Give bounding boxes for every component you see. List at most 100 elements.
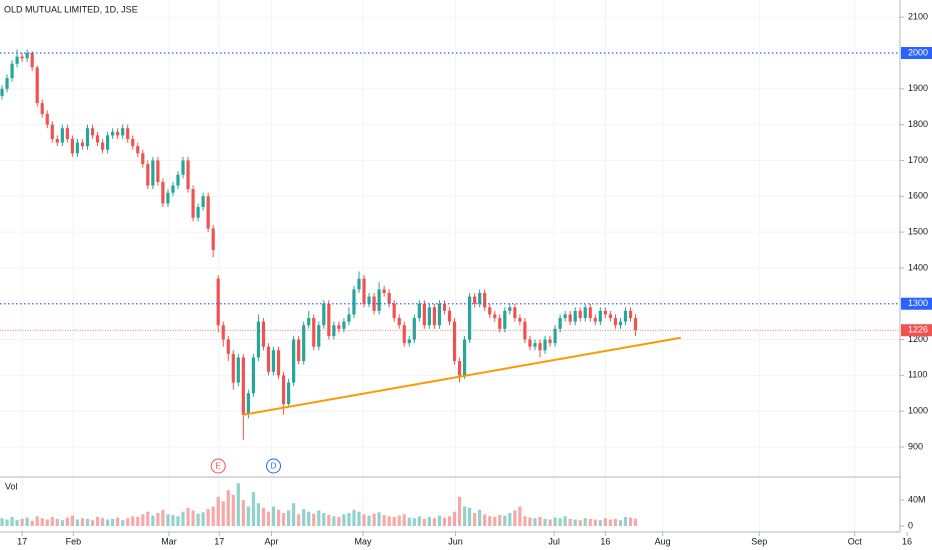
candle-body	[105, 135, 110, 150]
volume-bar	[50, 516, 54, 526]
candle-body	[146, 164, 150, 186]
volume-bar	[302, 509, 306, 526]
candle-body	[583, 307, 587, 319]
event-marker	[210, 458, 226, 474]
candle-body	[558, 318, 562, 329]
volume-bar	[141, 514, 145, 526]
volume-bar	[568, 518, 572, 526]
candle-body	[226, 339, 230, 354]
trendline	[243, 336, 681, 416]
candle-body	[322, 303, 326, 326]
volume-bar	[452, 511, 457, 526]
candle-body	[573, 310, 577, 322]
candle-body	[30, 53, 34, 68]
candle-body	[337, 325, 341, 329]
candle-body	[362, 278, 366, 304]
y-tick-label: 2100	[908, 12, 928, 22]
volume-bar	[543, 518, 547, 526]
volume-bar	[307, 511, 311, 526]
candle-body	[568, 314, 572, 322]
volume-bar	[171, 514, 175, 526]
volume-bar	[176, 516, 180, 526]
volume-bar	[186, 507, 190, 526]
volume-bar	[297, 514, 301, 526]
volume-bar	[432, 518, 437, 526]
candle-body	[498, 318, 502, 329]
volume-bar	[105, 519, 110, 526]
candle-body	[488, 307, 492, 315]
volume-bar	[598, 520, 602, 526]
candle-body	[483, 292, 487, 308]
volume-bar	[10, 516, 14, 526]
volume-bar	[322, 513, 326, 526]
candle-body	[553, 328, 557, 344]
volume-bar	[473, 513, 477, 526]
candle-body	[387, 292, 391, 304]
candle-body	[116, 131, 120, 136]
candle-body	[45, 113, 49, 125]
volume-bar	[45, 519, 49, 526]
candle-body	[372, 296, 376, 311]
x-tick-label: Sep	[751, 536, 767, 546]
level-label-box	[901, 47, 932, 60]
level-label-box	[901, 297, 932, 310]
candle-body	[191, 189, 195, 218]
volume-bar	[100, 518, 105, 526]
volume-bar	[593, 519, 597, 526]
candle-body	[151, 160, 155, 186]
candle-body	[347, 314, 351, 322]
candle-body	[342, 321, 346, 329]
volume-bar	[563, 516, 567, 526]
candle-body	[468, 296, 472, 340]
candle-body	[588, 307, 592, 319]
candle-body	[332, 325, 336, 336]
candle-body	[85, 128, 90, 147]
candle-body	[231, 353, 235, 383]
candle-body	[352, 289, 356, 315]
volume-bar	[468, 507, 472, 526]
candle-body	[327, 303, 331, 336]
candle-body	[0, 88, 4, 96]
candle-body	[427, 307, 431, 326]
candle-body	[75, 142, 80, 154]
volume-bar	[498, 514, 502, 526]
candle-body	[241, 357, 245, 415]
candle-body	[518, 318, 522, 322]
event-label: E	[216, 462, 221, 471]
y-tick-label: 1500	[908, 226, 928, 236]
volume-bar	[90, 520, 95, 526]
y-tick-label: 1600	[908, 191, 928, 201]
volume-bar	[457, 496, 462, 526]
candle-body	[156, 160, 160, 182]
candle-body	[407, 339, 411, 344]
y-tick-label: 1700	[908, 155, 928, 165]
volume-bar	[382, 514, 386, 526]
candle-body	[447, 310, 452, 322]
volume-bar	[276, 509, 281, 526]
volume-bar	[523, 516, 527, 526]
candle-body	[246, 393, 250, 415]
volume-bar	[292, 503, 296, 526]
volume-bar	[392, 516, 396, 526]
volume-bar	[422, 518, 426, 526]
volume-bar	[166, 514, 170, 526]
volume-bar	[231, 494, 235, 526]
x-tick-label: Mar	[161, 536, 177, 546]
candle-body	[397, 318, 401, 326]
candle-body	[276, 350, 281, 376]
candle-body	[538, 343, 542, 351]
candle-body	[307, 318, 311, 326]
last-price-label: 1226	[908, 325, 928, 335]
x-tick-label: 16	[600, 536, 610, 546]
volume-bar	[558, 518, 562, 526]
x-tick-label: Aug	[655, 536, 671, 546]
volume-bar	[533, 518, 537, 526]
candle-body	[281, 375, 286, 405]
volume-bar	[156, 513, 160, 526]
volume-bar	[317, 510, 321, 526]
y-tick-label: 1900	[908, 83, 928, 93]
volume-bar	[261, 507, 266, 526]
volume-bar	[362, 514, 366, 526]
candle-body	[508, 307, 512, 311]
last-price-box	[901, 324, 932, 337]
